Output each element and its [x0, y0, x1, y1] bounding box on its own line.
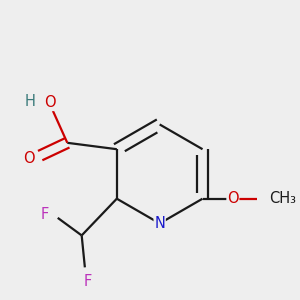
Text: CH₃: CH₃ — [270, 191, 297, 206]
Text: F: F — [83, 274, 92, 289]
Text: N: N — [154, 216, 165, 231]
Text: O: O — [23, 151, 35, 166]
Text: H: H — [25, 94, 35, 109]
Text: O: O — [227, 191, 239, 206]
Text: F: F — [41, 206, 49, 221]
Text: O: O — [44, 95, 56, 110]
